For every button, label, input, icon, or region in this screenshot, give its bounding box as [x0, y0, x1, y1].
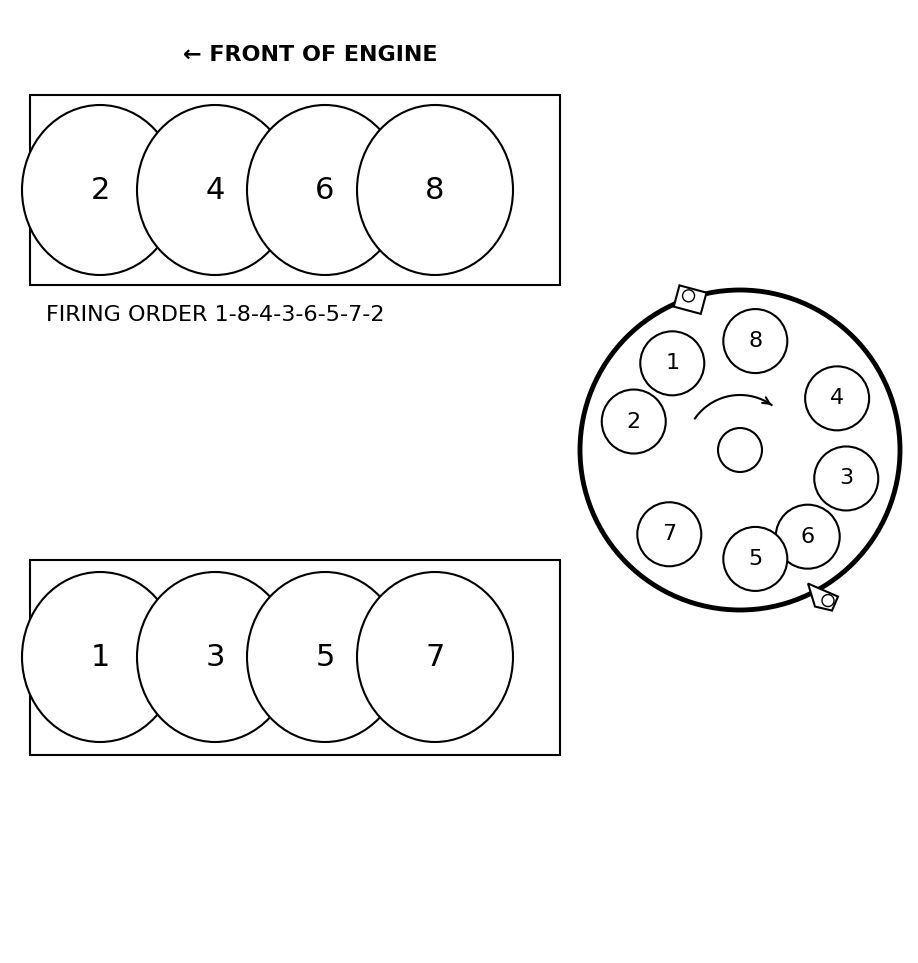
Text: 4: 4 — [206, 175, 225, 204]
Circle shape — [814, 447, 879, 510]
Text: ← FRONT OF ENGINE: ← FRONT OF ENGINE — [183, 45, 437, 65]
Bar — [30, 560, 560, 755]
Circle shape — [580, 290, 900, 610]
Text: 6: 6 — [800, 527, 815, 547]
Circle shape — [718, 428, 762, 472]
Ellipse shape — [22, 572, 178, 742]
Ellipse shape — [247, 572, 403, 742]
Text: 1: 1 — [666, 353, 679, 374]
Text: 7: 7 — [662, 524, 677, 544]
Ellipse shape — [22, 105, 178, 275]
Text: 3: 3 — [206, 642, 225, 671]
Ellipse shape — [137, 572, 293, 742]
Ellipse shape — [247, 105, 403, 275]
Text: 4: 4 — [830, 388, 845, 408]
Text: 2: 2 — [627, 411, 641, 431]
Text: 5: 5 — [748, 549, 763, 569]
Text: 5: 5 — [315, 642, 335, 671]
Circle shape — [822, 594, 834, 607]
Circle shape — [805, 366, 869, 430]
Text: 8: 8 — [425, 175, 444, 204]
Ellipse shape — [357, 105, 513, 275]
Circle shape — [637, 503, 701, 566]
Text: 6: 6 — [315, 175, 335, 204]
Circle shape — [723, 309, 788, 373]
Text: 3: 3 — [839, 468, 854, 488]
Bar — [674, 285, 707, 314]
Circle shape — [640, 331, 704, 396]
Circle shape — [723, 527, 788, 591]
Text: FIRING ORDER 1-8-4-3-6-5-7-2: FIRING ORDER 1-8-4-3-6-5-7-2 — [46, 305, 385, 325]
Text: 1: 1 — [90, 642, 109, 671]
Text: 8: 8 — [748, 331, 762, 351]
Circle shape — [776, 505, 840, 569]
Ellipse shape — [357, 572, 513, 742]
Polygon shape — [808, 584, 838, 611]
Ellipse shape — [137, 105, 293, 275]
Circle shape — [683, 290, 695, 301]
Text: 7: 7 — [425, 642, 444, 671]
Bar — [30, 95, 560, 285]
Text: 2: 2 — [90, 175, 109, 204]
Circle shape — [601, 389, 666, 454]
